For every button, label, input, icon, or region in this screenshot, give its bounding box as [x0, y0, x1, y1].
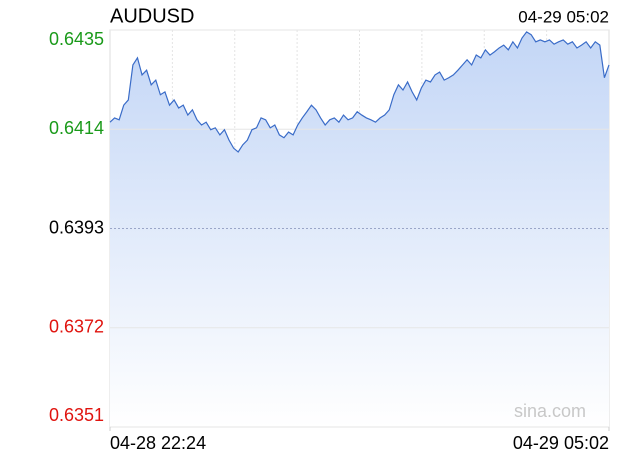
y-tick-label: 0.6351	[49, 405, 104, 425]
y-tick-label: 0.6393	[49, 217, 104, 237]
x-tick-label: 04-29 05:02	[513, 433, 609, 453]
y-tick-label: 0.6435	[49, 29, 104, 49]
watermark: sina.com	[514, 401, 586, 421]
timestamp: 04-29 05:02	[518, 7, 609, 26]
chart-title: AUDUSD	[110, 5, 194, 27]
y-tick-label: 0.6414	[49, 118, 104, 138]
x-tick-label: 04-28 22:24	[110, 433, 206, 453]
price-line	[109, 31, 610, 153]
y-tick-label: 0.6372	[49, 317, 104, 337]
